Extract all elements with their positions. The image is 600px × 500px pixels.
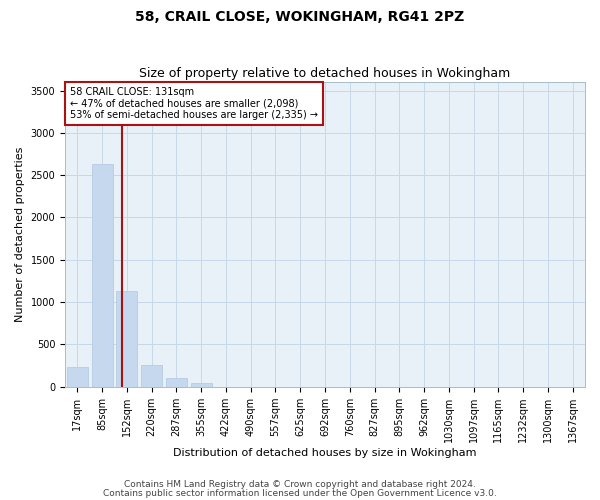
Text: Contains public sector information licensed under the Open Government Licence v3: Contains public sector information licen… [103,488,497,498]
Y-axis label: Number of detached properties: Number of detached properties [15,146,25,322]
Bar [191,383,212,386]
Title: Size of property relative to detached houses in Wokingham: Size of property relative to detached ho… [139,66,511,80]
Bar [141,364,162,386]
Text: 58 CRAIL CLOSE: 131sqm
← 47% of detached houses are smaller (2,098)
53% of semi-: 58 CRAIL CLOSE: 131sqm ← 47% of detached… [70,86,318,120]
X-axis label: Distribution of detached houses by size in Wokingham: Distribution of detached houses by size … [173,448,477,458]
Bar [92,164,113,386]
Text: 58, CRAIL CLOSE, WOKINGHAM, RG41 2PZ: 58, CRAIL CLOSE, WOKINGHAM, RG41 2PZ [136,10,464,24]
Text: Contains HM Land Registry data © Crown copyright and database right 2024.: Contains HM Land Registry data © Crown c… [124,480,476,489]
Bar [116,291,137,386]
Bar [67,368,88,386]
Bar [166,378,187,386]
